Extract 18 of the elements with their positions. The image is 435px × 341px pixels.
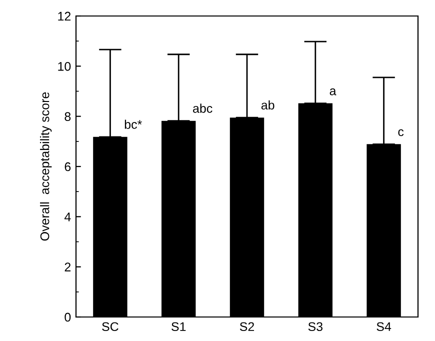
annotation: ab <box>261 100 274 110</box>
y-tick-label: 10 <box>58 62 71 71</box>
y-tick-label: 4 <box>64 212 71 222</box>
annotation: bc* <box>124 120 142 129</box>
annotation: a <box>330 88 336 96</box>
x-tick-label: S2 <box>240 322 254 332</box>
y-tick-label: 6 <box>64 162 71 172</box>
x-tick-label: S4 <box>376 322 392 332</box>
y-tick-label: 12 <box>58 12 71 21</box>
y-tick-label: 0 <box>64 312 71 322</box>
x-tick-label: S1 <box>172 322 186 332</box>
y-tick-label: 8 <box>64 112 71 121</box>
y-axis-title: Overall acceptability score <box>40 92 52 241</box>
x-tick-label: S3 <box>308 322 322 332</box>
x-tick-label: SC <box>102 322 118 332</box>
annotation: abc <box>193 104 212 113</box>
annotation: c <box>398 129 404 136</box>
y-tick-label: 2 <box>64 262 71 272</box>
